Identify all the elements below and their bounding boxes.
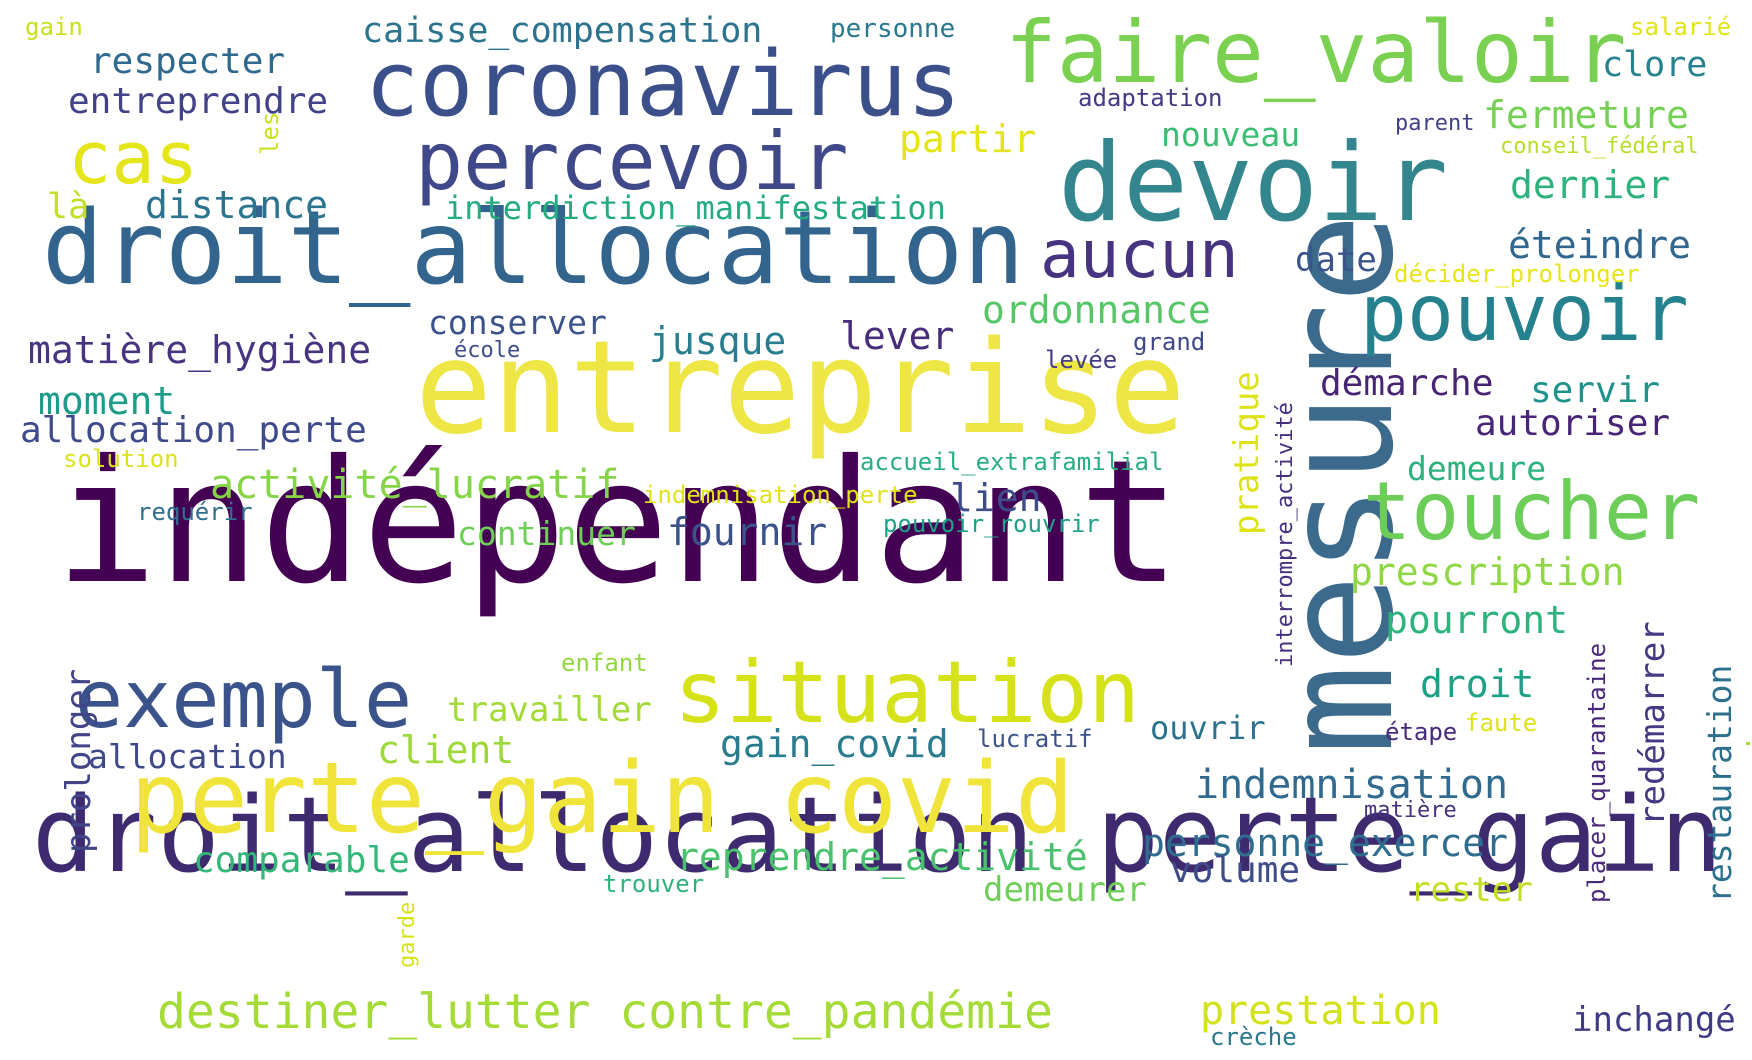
cloud-word: entreprendre — [68, 81, 329, 122]
cloud-word: droit_allocation perte_gain — [32, 774, 1723, 896]
cloud-word: enfant — [561, 649, 648, 677]
cloud-word: prescription — [1350, 550, 1625, 594]
cloud-word: dernier — [1510, 163, 1671, 207]
cloud-word: client — [377, 728, 515, 772]
cloud-word: autoriser — [1475, 403, 1671, 444]
cloud-word: grand — [1133, 328, 1206, 356]
cloud-word: redémarrer — [1633, 621, 1673, 826]
cloud-word: exemple — [75, 653, 413, 746]
cloud-word: distance — [145, 183, 329, 227]
cloud-word: reprendre_activité — [676, 835, 1088, 879]
cloud-word: pouvoir_rouvrir — [883, 510, 1100, 538]
cloud-word: droit — [1420, 662, 1535, 706]
cloud-word: démarche — [1320, 363, 1494, 404]
cloud-word: restauration — [1700, 664, 1739, 903]
cloud-word: interrompre_activité — [1273, 402, 1298, 667]
cloud-word: toucher — [1363, 465, 1701, 558]
cloud-word: perte_gain covid — [130, 742, 1075, 856]
cloud-word: lever — [840, 314, 955, 358]
cloud-word: indemnisation_perte — [643, 481, 918, 509]
cloud-word: comparable — [193, 840, 410, 881]
cloud-word: inchangé — [1572, 1000, 1736, 1040]
cloud-word: gain — [25, 13, 83, 41]
cloud-word: requérir — [137, 498, 253, 526]
cloud-word: coronavirus — [365, 32, 962, 137]
cloud-word: pourront — [1385, 598, 1569, 642]
cloud-word: levée — [1045, 346, 1118, 374]
cloud-word: activité_lucratif — [210, 462, 620, 508]
cloud-word: personne_exercer — [1142, 821, 1509, 865]
cloud-word: entreprise — [415, 314, 1186, 463]
cloud-word: nouveau — [1161, 115, 1301, 154]
cloud-word: éteindre — [1508, 223, 1692, 267]
cloud-word: ouvrir — [1150, 709, 1266, 747]
cloud-word: pouvoir — [1360, 269, 1689, 359]
cloud-word: date — [1295, 240, 1377, 280]
cloud-word: là — [47, 187, 90, 227]
cloud-word: garde — [395, 901, 420, 968]
cloud-word: lucratif — [977, 725, 1093, 753]
cloud-word: adaptation — [1078, 84, 1223, 112]
cloud-word: gain_covid — [720, 722, 949, 766]
cloud-word: jour — [1741, 673, 1752, 755]
cloud-word: matière — [1364, 798, 1457, 823]
cloud-word: matière_hygiène — [28, 328, 372, 372]
cloud-word: trouver — [603, 870, 705, 898]
cloud-word: percevoir — [415, 115, 849, 208]
cloud-word: respecter — [90, 41, 286, 82]
cloud-word: rester — [1410, 870, 1533, 910]
cloud-word: conserver — [428, 303, 607, 342]
cloud-word: travailler — [447, 690, 652, 730]
cloud-word: moment — [38, 379, 176, 423]
cloud-word: pratique — [1227, 371, 1267, 535]
cloud-word: interdiction_manifestation — [445, 189, 946, 227]
cloud-word: étape — [1385, 718, 1458, 746]
cloud-word: caisse_compensation — [362, 11, 763, 51]
cloud-word: conseil_fédéral — [1500, 134, 1699, 159]
cloud-word: école — [454, 338, 521, 363]
cloud-word: les — [256, 111, 284, 155]
cloud-word: parent — [1395, 111, 1475, 136]
cloud-word: aucun — [1040, 216, 1239, 293]
cloud-word: partir — [899, 117, 1037, 161]
cloud-word: demeurer — [983, 870, 1147, 910]
cloud-word: lien — [950, 476, 1042, 520]
cloud-word: continuer — [457, 514, 636, 553]
cloud-word: destiner_lutter contre_pandémie — [157, 984, 1053, 1040]
cloud-word: solution — [63, 445, 179, 473]
cloud-word: devoir — [1058, 121, 1449, 246]
cloud-word: fournir — [667, 510, 828, 554]
cloud-word: indemnisation — [1195, 762, 1509, 808]
cloud-word: décider_prolonger — [1394, 260, 1640, 288]
cloud-word: allocation_perte — [20, 410, 367, 451]
cloud-word: prestation — [1200, 988, 1441, 1034]
cloud-word: fermeture — [1483, 93, 1689, 137]
cloud-word: placer_quarantaine — [1583, 642, 1611, 903]
cloud-word: servir — [1530, 370, 1661, 411]
cloud-word: demeure — [1407, 449, 1547, 488]
cloud-word: volume — [1170, 850, 1301, 891]
cloud-word: jusque — [649, 319, 787, 363]
cloud-word: salarié — [1630, 13, 1732, 41]
cloud-word: crèche — [1210, 1023, 1297, 1051]
cloud-word: accueil_extrafamilial — [860, 448, 1164, 476]
cloud-word: clore — [1602, 45, 1708, 85]
cloud-word: ordonnance — [982, 288, 1211, 332]
cloud-word: allocation — [88, 737, 287, 776]
cloud-word: indépendant — [55, 424, 1181, 622]
cloud-word: faire_valoir — [1005, 3, 1627, 103]
cloud-word: cas — [68, 116, 199, 200]
cloud-word: faute — [1465, 709, 1538, 737]
cloud-word: situation — [674, 643, 1140, 743]
cloud-word: droit_allocation — [42, 189, 1025, 308]
cloud-word: personne — [830, 14, 956, 44]
